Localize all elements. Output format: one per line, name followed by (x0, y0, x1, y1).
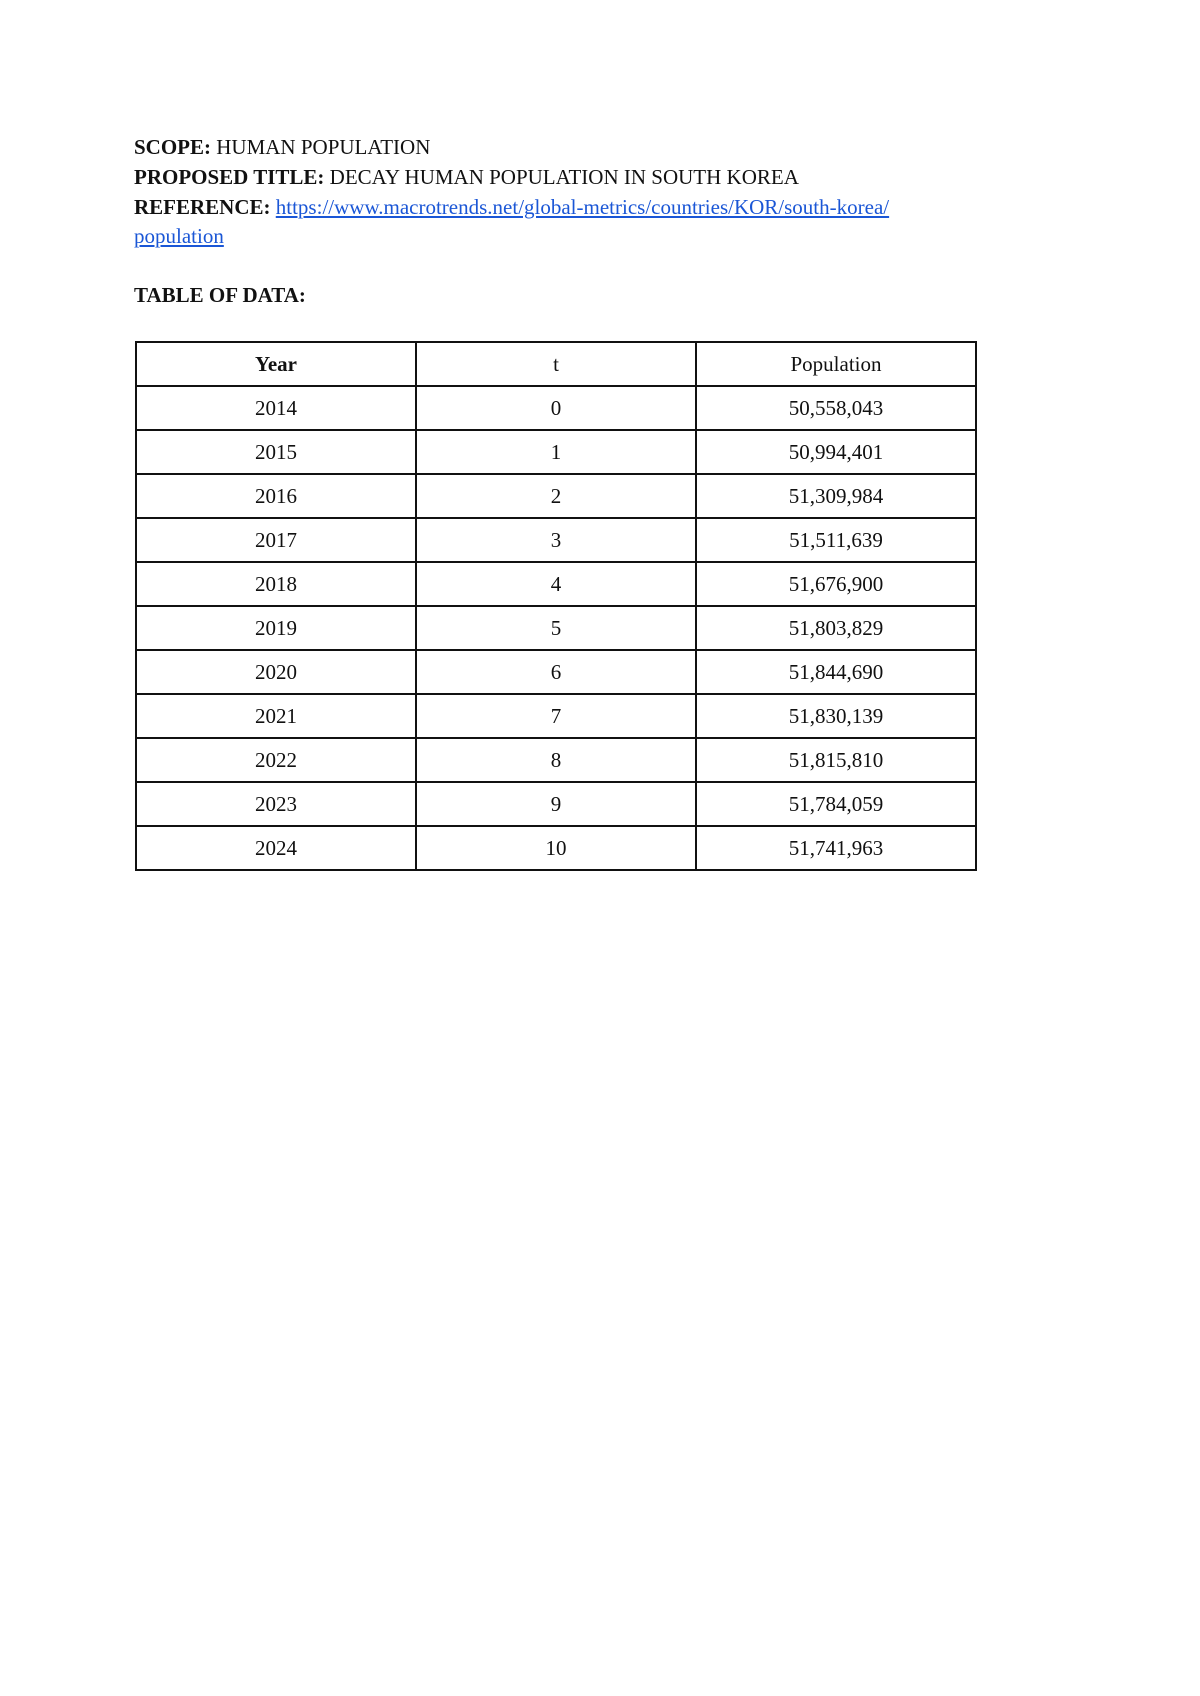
cell-year: 2020 (135, 649, 417, 695)
table-row: 2015 1 50,994,401 (135, 429, 977, 475)
header-population: Population (695, 341, 977, 387)
cell-t: 8 (415, 737, 697, 783)
table-heading-text: TABLE OF DATA: (134, 283, 306, 307)
cell-population: 51,741,963 (695, 825, 977, 871)
reference-line: REFERENCE: https://www.macrotrends.net/g… (134, 192, 889, 222)
cell-t: 0 (415, 385, 697, 431)
cell-t: 5 (415, 605, 697, 651)
cell-t: 1 (415, 429, 697, 475)
cell-year: 2017 (135, 517, 417, 563)
table-row: 2018 4 51,676,900 (135, 561, 977, 607)
cell-population: 51,844,690 (695, 649, 977, 695)
cell-year: 2018 (135, 561, 417, 607)
table-row: 2014 0 50,558,043 (135, 385, 977, 431)
table-row: 2021 7 51,830,139 (135, 693, 977, 739)
cell-t: 3 (415, 517, 697, 563)
table-row: 2017 3 51,511,639 (135, 517, 977, 563)
reference-line-2: population (134, 221, 224, 251)
cell-year: 2023 (135, 781, 417, 827)
reference-label: REFERENCE: (134, 195, 271, 219)
cell-population: 51,309,984 (695, 473, 977, 519)
proposed-title-label: PROPOSED TITLE: (134, 165, 325, 189)
scope-value: HUMAN POPULATION (216, 135, 431, 159)
cell-year: 2021 (135, 693, 417, 739)
table-heading: TABLE OF DATA: (134, 280, 306, 310)
cell-population: 51,784,059 (695, 781, 977, 827)
scope-line: SCOPE: HUMAN POPULATION (134, 132, 430, 162)
table-row: 2020 6 51,844,690 (135, 649, 977, 695)
reference-link[interactable]: https://www.macrotrends.net/global-metri… (275, 195, 890, 219)
table-row: 2016 2 51,309,984 (135, 473, 977, 519)
proposed-title-line: PROPOSED TITLE: DECAY HUMAN POPULATION I… (134, 162, 799, 192)
proposed-title-value: DECAY HUMAN POPULATION IN SOUTH KOREA (329, 165, 799, 189)
table-row: 2024 10 51,741,963 (135, 825, 977, 871)
cell-year: 2024 (135, 825, 417, 871)
reference-link-continued[interactable]: population (134, 224, 224, 248)
cell-population: 51,815,810 (695, 737, 977, 783)
cell-t: 7 (415, 693, 697, 739)
table-header-row: Year t Population (135, 341, 977, 387)
cell-year: 2015 (135, 429, 417, 475)
cell-t: 4 (415, 561, 697, 607)
cell-t: 10 (415, 825, 697, 871)
cell-year: 2019 (135, 605, 417, 651)
cell-population: 51,803,829 (695, 605, 977, 651)
header-t: t (415, 341, 697, 387)
header-year: Year (135, 341, 417, 387)
cell-year: 2016 (135, 473, 417, 519)
scope-label: SCOPE: (134, 135, 212, 159)
table-row: 2019 5 51,803,829 (135, 605, 977, 651)
cell-population: 51,676,900 (695, 561, 977, 607)
cell-population: 50,558,043 (695, 385, 977, 431)
cell-year: 2022 (135, 737, 417, 783)
cell-year: 2014 (135, 385, 417, 431)
cell-population: 51,830,139 (695, 693, 977, 739)
table-row: 2023 9 51,784,059 (135, 781, 977, 827)
cell-population: 51,511,639 (695, 517, 977, 563)
cell-t: 6 (415, 649, 697, 695)
cell-population: 50,994,401 (695, 429, 977, 475)
table-row: 2022 8 51,815,810 (135, 737, 977, 783)
cell-t: 2 (415, 473, 697, 519)
cell-t: 9 (415, 781, 697, 827)
data-table: Year t Population 2014 0 50,558,043 2015 1 50… (135, 341, 977, 871)
